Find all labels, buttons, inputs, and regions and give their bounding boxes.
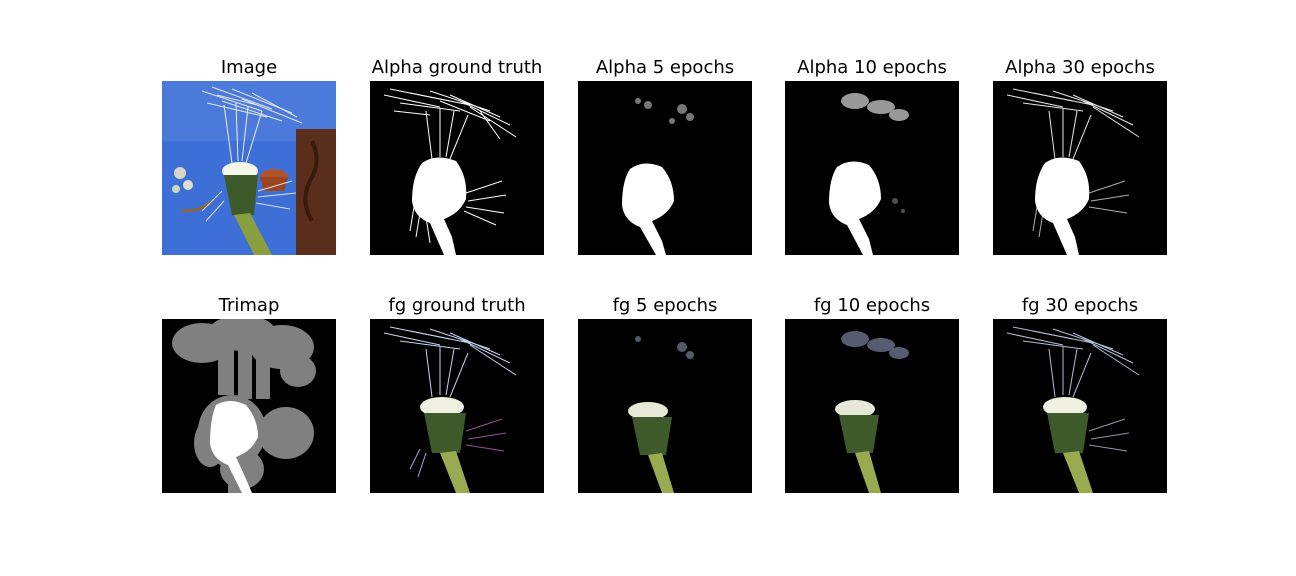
alpha-mask [370,81,544,255]
panel-title: Trimap [218,295,280,316]
panel-title: fg 30 epochs [1021,295,1139,316]
panel-title: Alpha ground truth [371,57,543,78]
alpha-prediction-5 [578,81,752,255]
panel-title: Image [220,57,278,78]
trimap-mask [162,319,336,493]
panel-title: fg ground truth [388,295,526,316]
alpha-prediction-30 [993,81,1167,255]
fg-prediction-5 [578,319,752,493]
panel-title: Alpha 5 epochs [595,57,735,78]
alpha-prediction-10 [785,81,959,255]
panel-title: fg 5 epochs [612,295,718,316]
fg-prediction-10 [785,319,959,493]
fg-image-gt [370,319,544,493]
fg-prediction-30 [993,319,1167,493]
panel-title: fg 10 epochs [813,295,931,316]
panel-title: Alpha 30 epochs [1005,57,1155,78]
panel-title: Alpha 10 epochs [797,57,947,78]
input-photo [162,81,336,255]
